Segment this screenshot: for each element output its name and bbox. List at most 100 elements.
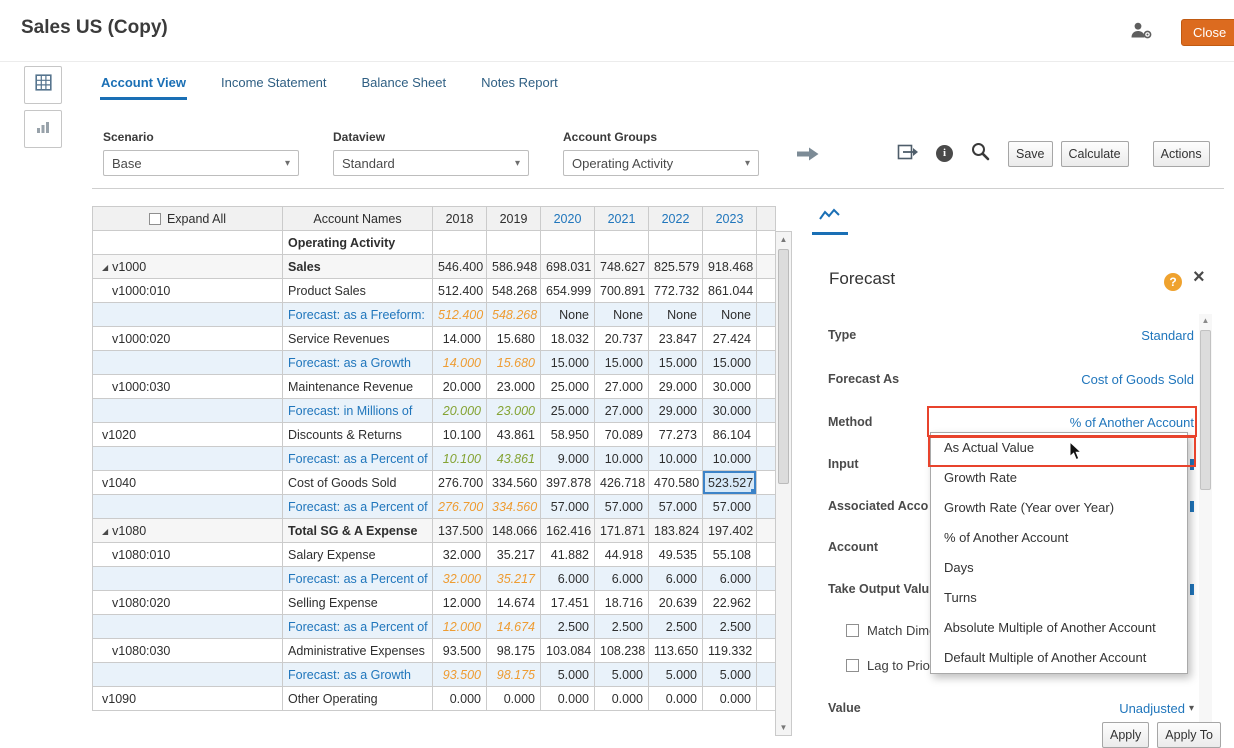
value-cell[interactable]: 20.737: [595, 327, 649, 351]
value-cell[interactable]: 276.700: [433, 495, 487, 519]
value-cell[interactable]: None: [541, 303, 595, 327]
apply-button[interactable]: Apply: [1102, 722, 1149, 748]
grid-scrollbar[interactable]: ▲ ▼: [775, 231, 792, 736]
value-cell[interactable]: 57.000: [595, 495, 649, 519]
value-cell[interactable]: 918.468: [703, 255, 757, 279]
method-option-growth-rate-year-over-year[interactable]: Growth Rate (Year over Year): [931, 493, 1187, 523]
value-cell[interactable]: 2.500: [595, 615, 649, 639]
value-cell[interactable]: 17.451: [541, 591, 595, 615]
selected-cell[interactable]: 523.527: [703, 471, 757, 495]
lag-to-prior-checkbox[interactable]: [846, 659, 859, 672]
value-cell[interactable]: 6.000: [595, 567, 649, 591]
panel-scrollbar[interactable]: ▲ ▼: [1199, 314, 1212, 736]
tab-income-statement[interactable]: Income Statement: [220, 73, 328, 100]
method-option-as-actual-value[interactable]: As Actual Value: [931, 433, 1187, 463]
panel-scrollbar-thumb[interactable]: [1200, 330, 1211, 490]
value-cell[interactable]: 43.861: [487, 447, 541, 471]
value-cell[interactable]: 334.560: [487, 471, 541, 495]
year-header-2019[interactable]: 2019: [487, 207, 541, 231]
value-cell[interactable]: 470.580: [649, 471, 703, 495]
value-cell[interactable]: 77.273: [649, 423, 703, 447]
value-cell[interactable]: 698.031: [541, 255, 595, 279]
value-cell[interactable]: 700.891: [595, 279, 649, 303]
method-option-of-another-account[interactable]: % of Another Account: [931, 523, 1187, 553]
value-cell[interactable]: 10.100: [433, 447, 487, 471]
calculate-button[interactable]: Calculate: [1061, 141, 1129, 167]
value-cell[interactable]: 57.000: [703, 495, 757, 519]
tab-balance-sheet[interactable]: Balance Sheet: [361, 73, 448, 100]
value-cell[interactable]: 825.579: [649, 255, 703, 279]
value-cell[interactable]: 22.962: [703, 591, 757, 615]
chart-view-button[interactable]: [24, 110, 62, 148]
forecast-link-cell[interactable]: Forecast: as a Freeform:: [283, 303, 433, 327]
collapse-triangle-icon[interactable]: ◢: [102, 527, 108, 536]
value-cell[interactable]: 20.639: [649, 591, 703, 615]
value-cell[interactable]: None: [595, 303, 649, 327]
scroll-down-icon[interactable]: ▼: [776, 720, 791, 735]
value-cell[interactable]: [649, 231, 703, 255]
value-cell[interactable]: 14.674: [487, 615, 541, 639]
grid-scrollbar-thumb[interactable]: [778, 249, 789, 484]
value-cell[interactable]: 98.175: [487, 639, 541, 663]
value-cell[interactable]: 15.680: [487, 327, 541, 351]
value-cell[interactable]: 586.948: [487, 255, 541, 279]
value-cell[interactable]: 397.878: [541, 471, 595, 495]
account-code-cell[interactable]: ◢v1000: [93, 255, 283, 279]
value-cell[interactable]: 6.000: [649, 567, 703, 591]
value-cell[interactable]: 183.824: [649, 519, 703, 543]
value-cell[interactable]: 10.000: [703, 447, 757, 471]
value-cell[interactable]: 546.400: [433, 255, 487, 279]
forecast-link-cell[interactable]: Forecast: as a Percent of: [283, 495, 433, 519]
value-cell[interactable]: 0.000: [487, 687, 541, 711]
value-cell[interactable]: 98.175: [487, 663, 541, 687]
panel-field-value[interactable]: Standard: [1141, 328, 1194, 343]
value-cell[interactable]: None: [703, 303, 757, 327]
value-cell[interactable]: 0.000: [595, 687, 649, 711]
value-cell[interactable]: 103.084: [541, 639, 595, 663]
value-cell[interactable]: 27.424: [703, 327, 757, 351]
value-cell[interactable]: 58.950: [541, 423, 595, 447]
value-cell[interactable]: 23.000: [487, 375, 541, 399]
value-cell[interactable]: 20.000: [433, 375, 487, 399]
apply-to-button[interactable]: Apply To: [1157, 722, 1221, 748]
value-cell[interactable]: [703, 231, 757, 255]
value-cell[interactable]: 18.032: [541, 327, 595, 351]
value-cell[interactable]: 70.089: [595, 423, 649, 447]
expand-all-checkbox[interactable]: [149, 213, 161, 225]
value-cell[interactable]: 0.000: [541, 687, 595, 711]
value-cell[interactable]: 2.500: [541, 615, 595, 639]
scenario-select[interactable]: Base▾: [103, 150, 299, 176]
value-cell[interactable]: 57.000: [649, 495, 703, 519]
value-cell[interactable]: 15.680: [487, 351, 541, 375]
collapse-triangle-icon[interactable]: ◢: [102, 263, 108, 272]
go-arrow-icon[interactable]: [796, 146, 820, 167]
value-cell[interactable]: 334.560: [487, 495, 541, 519]
forecast-link-cell[interactable]: Forecast: as a Percent of: [283, 447, 433, 471]
scroll-up-icon[interactable]: ▲: [776, 232, 791, 247]
value-cell[interactable]: 654.999: [541, 279, 595, 303]
value-cell[interactable]: 27.000: [595, 375, 649, 399]
value-cell[interactable]: 35.217: [487, 567, 541, 591]
value-cell[interactable]: 25.000: [541, 399, 595, 423]
value-cell[interactable]: 14.000: [433, 327, 487, 351]
value-cell[interactable]: [595, 231, 649, 255]
forecast-link-cell[interactable]: Forecast: in Millions of: [283, 399, 433, 423]
value-cell[interactable]: 512.400: [433, 303, 487, 327]
value-cell[interactable]: 14.000: [433, 351, 487, 375]
value-cell[interactable]: 29.000: [649, 375, 703, 399]
value-cell[interactable]: 32.000: [433, 567, 487, 591]
value-cell[interactable]: 119.332: [703, 639, 757, 663]
close-button[interactable]: Close: [1181, 19, 1234, 46]
year-header-2018[interactable]: 2018: [433, 207, 487, 231]
value-cell[interactable]: 10.100: [433, 423, 487, 447]
value-cell[interactable]: 137.500: [433, 519, 487, 543]
value-cell[interactable]: 861.044: [703, 279, 757, 303]
value-cell[interactable]: 30.000: [703, 399, 757, 423]
grid-view-button[interactable]: [24, 66, 62, 104]
value-cell[interactable]: 108.238: [595, 639, 649, 663]
account-code-cell[interactable]: ◢v1080: [93, 519, 283, 543]
adjust-grid-icon[interactable]: [897, 142, 919, 167]
value-cell[interactable]: [433, 231, 487, 255]
value-cell[interactable]: 14.674: [487, 591, 541, 615]
value-cell[interactable]: 23.847: [649, 327, 703, 351]
